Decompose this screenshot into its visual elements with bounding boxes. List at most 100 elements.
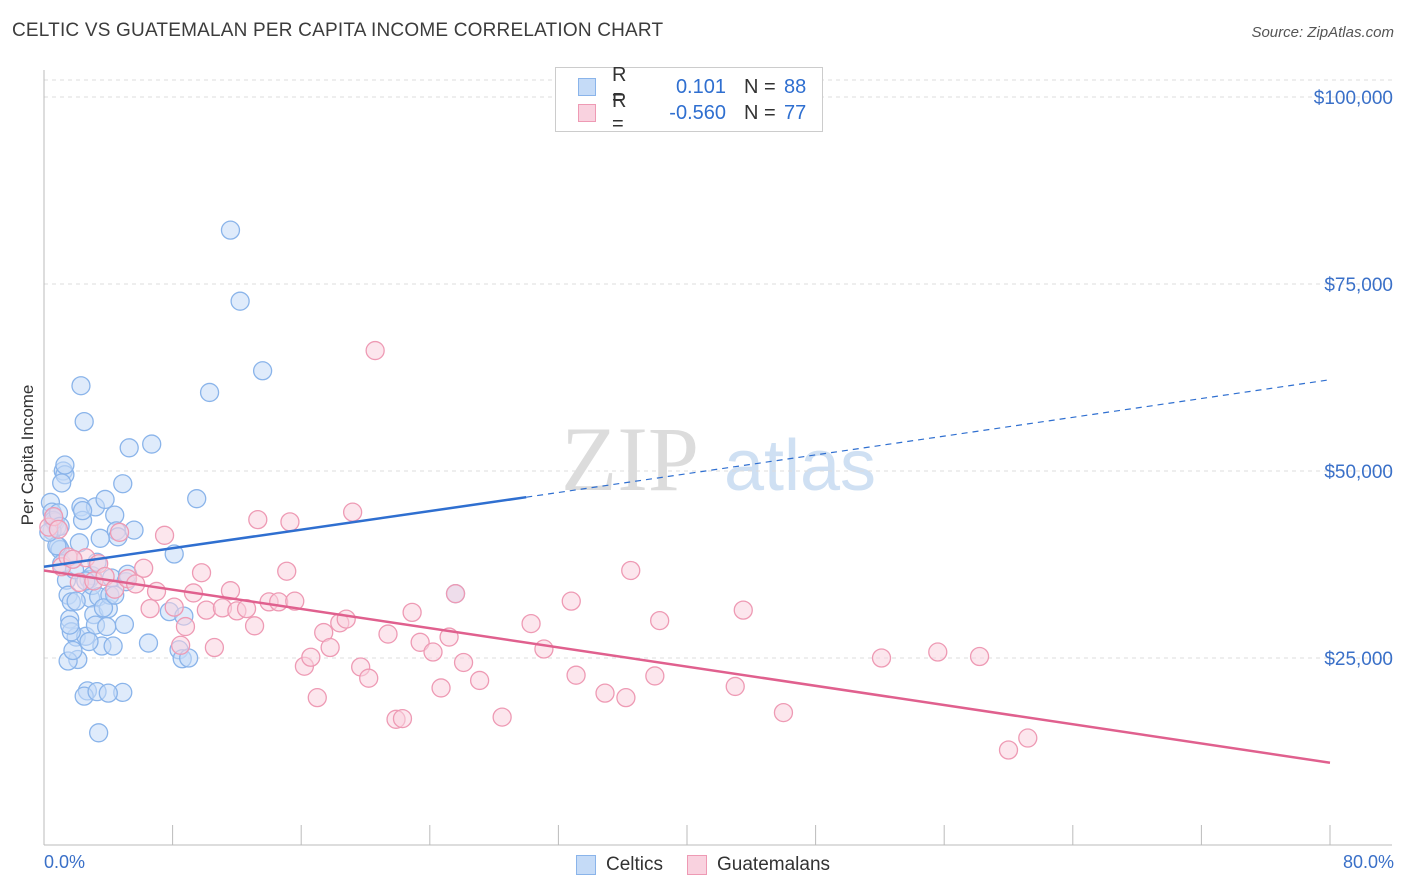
r-label: R = — [612, 64, 627, 109]
guatemalan-point — [63, 549, 83, 569]
celtic-point — [66, 591, 86, 611]
guatemalan-point — [871, 648, 892, 668]
celtic-point — [113, 474, 133, 494]
guatemalan-point — [431, 678, 451, 698]
guatemalan-point — [378, 624, 398, 644]
trend-lines — [43, 379, 1331, 764]
guatemalans-n-value: 77 — [784, 101, 807, 124]
guatemalan-point — [277, 561, 297, 581]
guatemalan-point — [301, 647, 321, 667]
guatemalan-point — [220, 581, 241, 601]
axes — [43, 70, 1392, 846]
guatemalan-point — [285, 591, 305, 611]
celtics-swatch — [578, 78, 596, 96]
guatemalan-point — [645, 666, 665, 686]
guatemalan-point — [445, 584, 466, 604]
guatemalan-point — [248, 509, 268, 530]
watermark-zip: ZIP — [561, 408, 699, 510]
guatemalan-point — [365, 340, 385, 361]
guatemalan-point — [196, 600, 217, 620]
guatemalan-point — [998, 740, 1019, 760]
x-tick-max: 80.0% — [1342, 852, 1394, 872]
guatemalan-point — [320, 637, 340, 658]
legend-item-celtics[interactable]: Celtics — [575, 854, 663, 876]
stats-legend: R = 0.101 N = 88 R = -0.560 N = 77 — [555, 64, 823, 135]
celtic-point — [230, 291, 250, 311]
guatemalan-point — [342, 502, 363, 522]
celtic-point — [97, 616, 117, 637]
y-tick-labels: $25,000 $50,000 $75,000 $100,000 — [1314, 88, 1393, 670]
n-label: N = — [744, 101, 776, 124]
guatemalan-point — [140, 598, 160, 619]
legend-item-guatemalans[interactable]: Guatemalans — [687, 854, 830, 876]
celtic-point — [74, 411, 94, 432]
guatemalans-r-value: -0.560 — [669, 101, 726, 124]
guatemalan-point — [423, 642, 443, 662]
guatemalans-trend-line — [43, 569, 1331, 764]
guatemalan-point — [469, 670, 490, 691]
y-tick-label: $75,000 — [1324, 275, 1393, 296]
legend-row-guatemalans: R = -0.560 N = 77 — [578, 90, 807, 135]
guatemalan-point — [534, 639, 554, 659]
guatemalan-point — [402, 602, 422, 623]
guatemalan-point — [725, 676, 745, 697]
celtic-point — [93, 598, 114, 618]
celtics-trend-line — [43, 495, 527, 568]
celtic-point — [103, 636, 123, 656]
y-tick-label: $100,000 — [1314, 88, 1393, 109]
n-label: N = — [744, 75, 776, 98]
guatemalan-point — [1018, 728, 1038, 748]
celtics-legend-swatch — [575, 855, 596, 875]
celtic-point — [89, 723, 109, 743]
guatemalan-point — [492, 707, 512, 727]
celtic-point — [142, 434, 162, 454]
guatemalan-point — [359, 668, 379, 688]
celtic-point — [95, 489, 115, 510]
guatemalan-point — [733, 600, 753, 620]
celtic-point — [187, 489, 207, 509]
celtic-point — [252, 361, 273, 381]
guatemalans-swatch — [578, 104, 596, 122]
guatemalan-point — [164, 597, 184, 617]
y-tick-label: $50,000 — [1324, 462, 1393, 483]
chart-title: CELTIC VS GUATEMALAN PER CAPITA INCOME C… — [12, 20, 664, 41]
celtic-point — [52, 473, 72, 493]
celtic-point — [199, 382, 220, 403]
celtic-point — [98, 683, 118, 703]
guatemalan-point — [244, 616, 265, 636]
guatemalan-point — [280, 512, 300, 532]
gridlines — [44, 79, 1392, 659]
watermark-atlas: atlas — [724, 426, 876, 506]
guatemalan-point — [566, 665, 586, 685]
celtic-point — [114, 614, 135, 634]
guatemalan-point — [175, 616, 196, 637]
guatemalan-point — [621, 560, 641, 581]
y-tick-label: $25,000 — [1324, 649, 1393, 670]
source-label: Source: ZipAtlas.com — [1251, 24, 1394, 41]
series-legend: Celtics Guatemalans — [0, 852, 1406, 878]
guatemalans-legend-label: Guatemalans — [717, 854, 831, 875]
guatemalan-point — [650, 610, 670, 631]
guatemalan-point — [410, 632, 430, 652]
r-label: R = — [612, 90, 627, 135]
guatemalan-point — [969, 646, 990, 667]
celtics-points — [39, 220, 466, 743]
celtic-point — [90, 528, 110, 548]
guatemalan-point — [595, 683, 615, 703]
guatemalan-point — [109, 522, 130, 542]
guatemalan-point — [134, 558, 154, 578]
legend-row-celtics: R = 0.101 N = 88 — [578, 64, 806, 109]
guatemalan-point — [336, 609, 356, 629]
guatemalan-point — [616, 687, 636, 708]
celtic-point — [119, 438, 139, 458]
celtics-trend-extension — [526, 379, 1331, 498]
guatemalan-point — [170, 635, 191, 655]
guatemalan-point — [191, 563, 212, 583]
guatemalans-legend-swatch — [687, 855, 707, 875]
guatemalan-point — [204, 637, 225, 658]
celtics-legend-label: Celtics — [605, 854, 663, 875]
guatemalan-point — [561, 591, 581, 611]
celtic-point — [55, 455, 75, 475]
celtic-point — [138, 633, 159, 653]
